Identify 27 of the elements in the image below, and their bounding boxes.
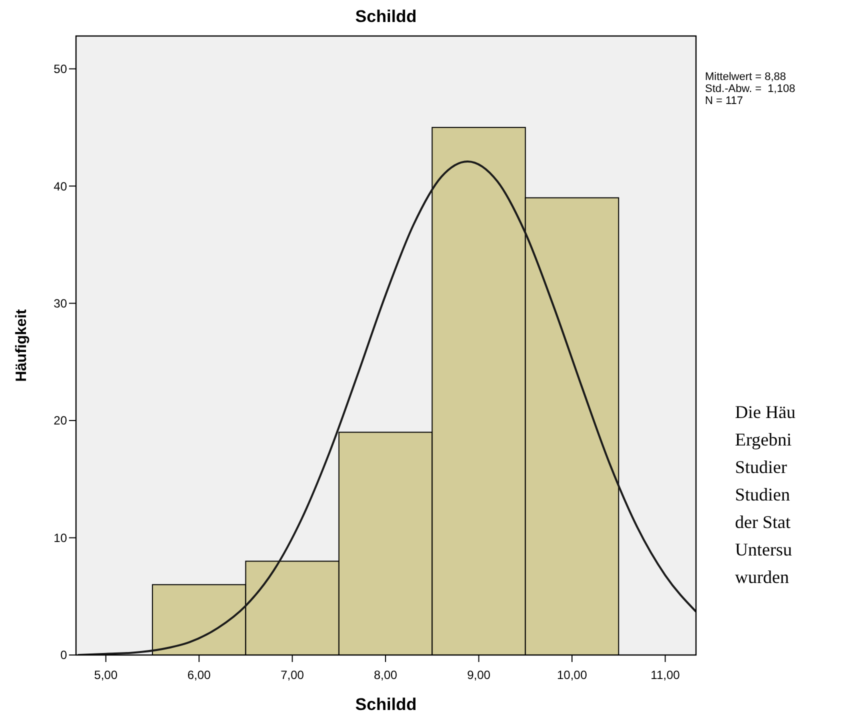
text: Std.-Abw. = 1,108 [705, 83, 796, 95]
x-tick-label: 11,00 [650, 668, 680, 682]
y-tick-label: 50 [54, 62, 68, 76]
text: wurden [735, 567, 789, 587]
y-tick-label: 0 [60, 648, 68, 662]
x-tick-label: 5,00 [94, 668, 118, 682]
text: Die Häu [735, 402, 796, 422]
text: Untersu [735, 540, 792, 560]
x-tick-label: 7,00 [280, 668, 304, 682]
x-axis-title: Schildd [355, 695, 417, 714]
y-tick-label: 20 [54, 414, 68, 428]
x-tick-label: 10,00 [556, 668, 588, 682]
text: N = 117 [705, 95, 744, 107]
text: Studier [735, 457, 787, 477]
line-series [76, 160, 696, 655]
text: Mittelwert = 8,88 [705, 71, 786, 83]
chart-title: Schildd [355, 7, 417, 26]
y-tick-label: 40 [54, 179, 68, 194]
y-axis-title: Häufigkeit [13, 309, 30, 382]
text: Studien [735, 484, 790, 504]
text: der Stat [735, 512, 790, 532]
y-tick-label: 10 [54, 530, 68, 545]
text: Ergebni [735, 430, 792, 450]
x-tick-label: 9,00 [467, 668, 491, 682]
x-tick-label: 8,00 [374, 668, 398, 682]
x-tick-label: 6,00 [187, 668, 212, 682]
y-tick-label: 30 [54, 296, 68, 310]
